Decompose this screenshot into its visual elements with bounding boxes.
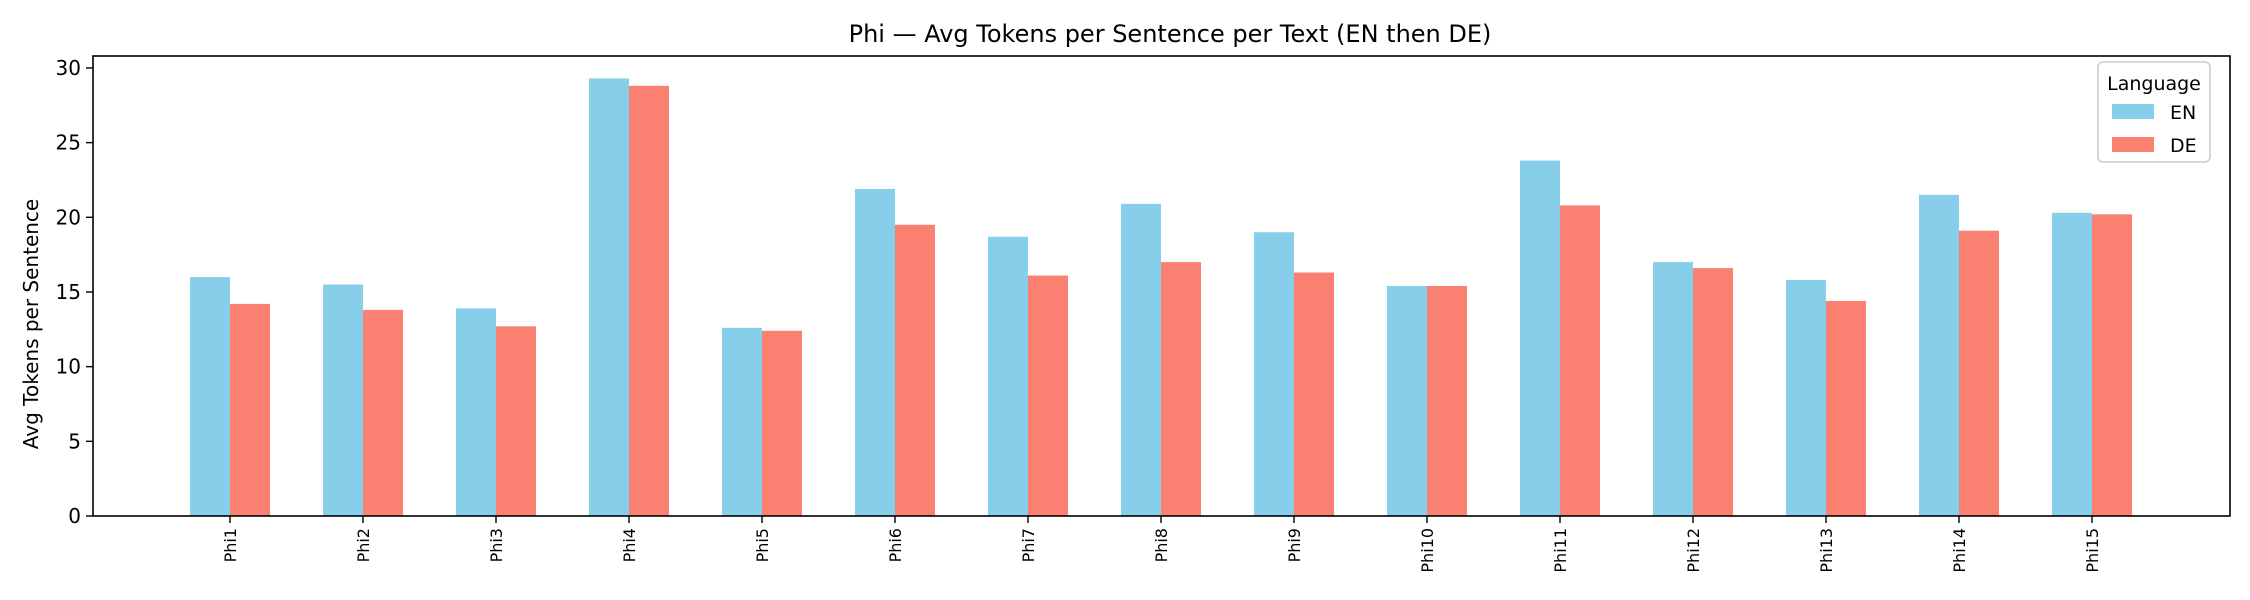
bar-en-8 — [1121, 203, 1161, 516]
bar-en-12 — [1653, 262, 1693, 516]
x-tick-label-phi14: Phi14 — [1950, 528, 1969, 573]
y-tick-label-10: 10 — [56, 355, 81, 379]
bar-de-10 — [1427, 286, 1467, 516]
chart-title: Phi — Avg Tokens per Sentence per Text (… — [849, 20, 1492, 48]
x-tick-label-phi9: Phi9 — [1285, 528, 1304, 562]
bar-en-1 — [190, 277, 230, 516]
x-tick-label-phi7: Phi7 — [1019, 528, 1038, 562]
x-tick-label-phi4: Phi4 — [620, 528, 639, 562]
bar-de-5 — [762, 330, 802, 516]
legend-label-de: DE — [2170, 135, 2197, 157]
bar-de-4 — [629, 85, 669, 517]
x-tick-label-phi12: Phi12 — [1684, 528, 1703, 573]
bar-en-2 — [323, 284, 363, 516]
y-tick-label-0: 0 — [68, 504, 81, 528]
bar-de-7 — [1028, 275, 1068, 516]
x-tick-label-phi2: Phi2 — [354, 528, 373, 562]
bar-en-4 — [589, 78, 629, 517]
bar-de-12 — [1693, 268, 1733, 516]
y-tick-label-20: 20 — [56, 205, 81, 229]
x-tick-label-phi10: Phi10 — [1418, 528, 1437, 573]
legend-label-en: EN — [2170, 102, 2196, 124]
bar-en-10 — [1387, 286, 1427, 516]
bar-en-9 — [1254, 232, 1294, 516]
bar-de-3 — [496, 326, 536, 516]
y-tick-label-30: 30 — [56, 56, 81, 80]
bar-de-1 — [230, 303, 270, 516]
x-tick-label-phi5: Phi5 — [753, 528, 772, 562]
x-tick-label-phi3: Phi3 — [487, 528, 506, 562]
bar-de-8 — [1161, 262, 1201, 516]
bar-en-11 — [1520, 160, 1560, 516]
bar-en-15 — [2052, 212, 2092, 516]
x-tick-label-phi1: Phi1 — [221, 528, 240, 562]
y-axis-label: Avg Tokens per Sentence — [19, 199, 43, 449]
y-tick-label-5: 5 — [68, 429, 81, 453]
legend-swatch-de — [2112, 137, 2154, 152]
bar-en-6 — [855, 188, 895, 517]
bar-en-3 — [456, 308, 496, 516]
bar-en-5 — [722, 327, 762, 516]
x-tick-label-phi13: Phi13 — [1817, 528, 1836, 573]
legend-swatch-en — [2112, 104, 2154, 119]
bar-de-15 — [2092, 214, 2132, 516]
y-tick-label-25: 25 — [56, 131, 81, 155]
legend-title: Language — [2107, 73, 2201, 95]
x-tick-label-phi15: Phi15 — [2083, 528, 2102, 573]
legend: Language EN DE — [2097, 61, 2211, 163]
x-tick-label-phi11: Phi11 — [1551, 528, 1570, 573]
bar-en-14 — [1919, 194, 1959, 516]
bar-en-7 — [988, 236, 1028, 516]
bar-en-13 — [1786, 280, 1826, 516]
bar-de-14 — [1959, 230, 1999, 516]
bar-de-6 — [895, 224, 935, 516]
x-tick-label-phi6: Phi6 — [886, 528, 905, 562]
x-tick-label-phi8: Phi8 — [1152, 528, 1171, 562]
y-tick-label-15: 15 — [56, 280, 81, 304]
bar-de-9 — [1294, 272, 1334, 516]
bar-de-11 — [1560, 205, 1600, 516]
bar-de-2 — [363, 309, 403, 516]
bar-de-13 — [1826, 300, 1866, 516]
